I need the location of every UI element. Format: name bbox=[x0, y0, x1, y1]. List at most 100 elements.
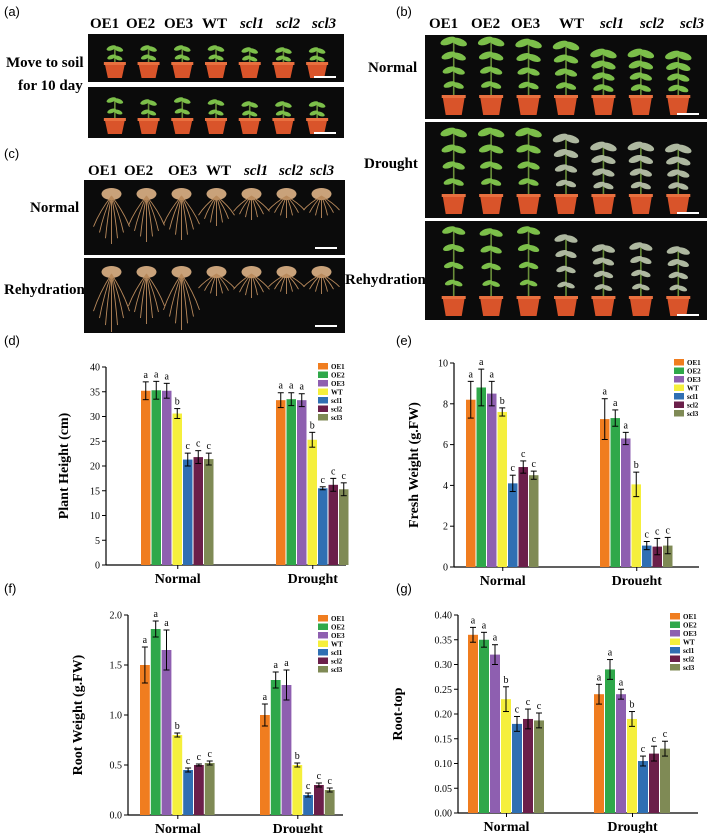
error-bar bbox=[481, 631, 487, 648]
y-tick-label: 2 bbox=[443, 522, 448, 533]
significance-letter: a bbox=[165, 371, 170, 382]
genotype-label-scl3: scl3 bbox=[680, 16, 705, 32]
legend-swatch-oe2 bbox=[318, 371, 328, 378]
legend-swatch-scl1 bbox=[670, 647, 680, 654]
y-tick-label: 0.40 bbox=[435, 611, 453, 622]
bar-scl1-normal bbox=[512, 723, 522, 813]
error-bar bbox=[283, 669, 290, 701]
bar-oe1-normal bbox=[466, 399, 476, 567]
legend-swatch-oe2 bbox=[670, 621, 680, 628]
error-bar bbox=[184, 452, 191, 467]
bar-oe3-drought bbox=[621, 438, 631, 567]
legend-label-oe1: OE1 bbox=[683, 613, 697, 621]
legend-swatch-oe1 bbox=[674, 359, 684, 366]
bar-oe3-drought bbox=[297, 400, 307, 565]
error-bar bbox=[294, 762, 301, 768]
bar-scl3-normal bbox=[204, 459, 214, 565]
significance-letter: c bbox=[537, 701, 542, 712]
significance-letter: a bbox=[144, 370, 149, 381]
panel-b-photo-rehydration bbox=[425, 221, 707, 320]
bar-wt-normal bbox=[497, 411, 507, 567]
significance-letter: a bbox=[608, 648, 613, 659]
error-bar bbox=[174, 732, 181, 738]
panel-label-b: (b) bbox=[396, 4, 412, 19]
significance-letter: a bbox=[279, 381, 284, 392]
genotype-label-scl1: scl1 bbox=[244, 163, 269, 179]
error-bar bbox=[272, 671, 279, 689]
error-bar bbox=[651, 745, 657, 762]
legend-swatch-oe3 bbox=[318, 632, 328, 639]
y-tick-label: 10 bbox=[90, 511, 100, 522]
error-bar bbox=[330, 477, 337, 492]
legend-label-scl3: scl3 bbox=[683, 664, 695, 672]
error-bar bbox=[525, 708, 531, 730]
error-bar bbox=[163, 629, 170, 671]
error-bar bbox=[185, 767, 192, 773]
error-bar bbox=[514, 715, 520, 732]
genotype-label-oe3: OE3 bbox=[511, 16, 541, 32]
error-bar bbox=[141, 646, 148, 684]
significance-letter: a bbox=[164, 618, 169, 629]
significance-letter: a bbox=[479, 357, 484, 368]
y-tick-label: 0.25 bbox=[435, 685, 453, 696]
significance-letter: a bbox=[493, 633, 498, 644]
significance-letter: a bbox=[482, 620, 487, 631]
legend-label-scl2: scl2 bbox=[331, 658, 343, 666]
bar-scl2-normal bbox=[194, 765, 204, 815]
legend-label-scl1: scl1 bbox=[683, 647, 695, 655]
significance-letter: c bbox=[186, 756, 191, 767]
y-tick-label: 0.20 bbox=[435, 710, 453, 721]
bar-oe2-drought bbox=[286, 399, 296, 565]
genotype-label-wt: WT bbox=[206, 163, 232, 179]
legend-label-scl3: scl3 bbox=[687, 410, 699, 418]
panel-label-d: (d) bbox=[4, 333, 20, 348]
panel-label-e: (e) bbox=[396, 333, 412, 348]
bar-oe3-drought bbox=[281, 685, 292, 815]
error-bar bbox=[277, 392, 284, 409]
bar-oe1-drought bbox=[276, 400, 286, 565]
panel-b-photo-normal bbox=[425, 35, 707, 119]
legend-label-oe3: OE3 bbox=[683, 630, 697, 638]
legend-label-scl1: scl1 bbox=[331, 649, 343, 657]
error-bar bbox=[467, 380, 474, 419]
genotype-label-scl2: scl2 bbox=[640, 16, 665, 32]
error-bar bbox=[153, 380, 160, 400]
significance-letter: a bbox=[263, 692, 268, 703]
genotype-label-oe2: OE2 bbox=[471, 16, 501, 32]
panel-c-row-label-normal: Normal bbox=[30, 200, 80, 216]
legend-swatch-oe3 bbox=[318, 380, 328, 387]
bar-oe2-normal bbox=[479, 639, 489, 813]
x-category-label-normal: Normal bbox=[480, 574, 526, 585]
legend-label-oe1: OE1 bbox=[687, 359, 701, 367]
significance-letter: a bbox=[469, 369, 474, 380]
genotype-label-scl1: scl1 bbox=[600, 16, 625, 32]
bar-oe2-drought bbox=[270, 680, 281, 815]
bar-scl2-normal bbox=[518, 467, 528, 567]
error-bar bbox=[536, 712, 542, 729]
legend-label-oe2: OE2 bbox=[683, 622, 697, 630]
y-tick-label: 0.5 bbox=[110, 761, 123, 772]
error-bar bbox=[520, 460, 527, 474]
legend-swatch-oe2 bbox=[318, 623, 328, 630]
y-axis-label: Root-top bbox=[391, 687, 406, 740]
panel-b-photo-drought bbox=[425, 122, 707, 218]
panel-b-genotype-labels: OE1 OE2 OE3 WT scl1 scl2 scl3 bbox=[425, 16, 707, 34]
legend-swatch-scl2 bbox=[318, 657, 328, 664]
error-bar bbox=[340, 482, 347, 497]
bar-wt-drought bbox=[307, 439, 317, 565]
legend-swatch-scl3 bbox=[670, 664, 680, 671]
y-tick-label: 15 bbox=[90, 486, 100, 497]
y-tick-label: 0 bbox=[443, 563, 448, 574]
error-bar bbox=[478, 368, 485, 407]
legend-swatch-wt bbox=[674, 384, 684, 391]
significance-letter: c bbox=[641, 744, 646, 755]
significance-letter: b bbox=[630, 700, 635, 711]
y-tick-label: 0.10 bbox=[435, 759, 453, 770]
genotype-label-scl2: scl2 bbox=[276, 16, 301, 32]
significance-letter: c bbox=[321, 475, 326, 486]
panel-c-genotype-labels: OE1 OE2 OE3 WT scl1 scl2 scl3 bbox=[88, 163, 343, 181]
error-bar bbox=[640, 755, 646, 767]
legend-swatch-scl1 bbox=[318, 649, 328, 656]
genotype-label-scl2: scl2 bbox=[279, 163, 304, 179]
legend-label-scl1: scl1 bbox=[687, 393, 699, 401]
